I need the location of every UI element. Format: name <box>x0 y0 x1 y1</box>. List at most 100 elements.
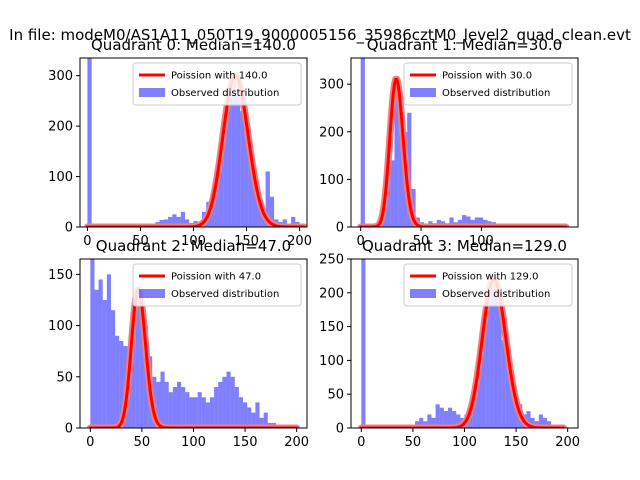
histogram-bar <box>470 219 475 227</box>
histogram-bar <box>185 392 190 428</box>
legend-hist-label: Observed distribution <box>171 88 279 99</box>
x-tick-label: 0 <box>357 435 365 450</box>
y-tick-label: 0 <box>336 221 344 236</box>
histogram-bar <box>251 412 256 428</box>
histogram-bar <box>197 392 202 428</box>
histogram-bar <box>538 414 543 428</box>
x-tick-label: 100 <box>181 234 206 249</box>
y-tick-label: 0 <box>65 422 73 437</box>
histogram-bar <box>247 407 252 428</box>
histogram-bar <box>497 299 502 428</box>
x-tick-label: 50 <box>134 435 151 450</box>
histogram-bar <box>361 259 366 428</box>
x-tick-label: 50 <box>132 234 149 249</box>
histogram-bar <box>474 217 479 227</box>
histogram-bar <box>163 219 169 227</box>
legend: Poission with 129.0 Observed distribution <box>403 263 573 307</box>
y-tick-label: 150 <box>319 320 344 335</box>
poisson-curve <box>359 277 566 428</box>
poisson-curve <box>359 77 568 227</box>
x-tick-label: 100 <box>452 435 477 450</box>
histogram-bar <box>452 411 457 428</box>
x-tick-label: 100 <box>469 234 494 249</box>
legend-hist-label: Observed distribution <box>442 289 550 300</box>
figure-title: In file: modeM0/AS1A11_050T19_9000005156… <box>9 26 631 45</box>
histogram-bar <box>238 397 244 428</box>
x-tick-label: 100 <box>181 435 206 450</box>
histogram-bar <box>456 414 461 428</box>
y-tick-label: 200 <box>48 120 73 135</box>
plot-area <box>83 58 307 227</box>
histogram-bar <box>164 381 169 428</box>
legend-curve-label: Poission with 140.0 <box>171 71 267 82</box>
histogram-bar <box>419 417 424 428</box>
histogram-bar <box>476 367 482 428</box>
subplot-quadrant-1: Quadrant 1: Median=30.0 0 50 100 0 100 200 300 P… <box>319 36 579 249</box>
histogram-bar <box>257 201 262 227</box>
histogram-bar <box>447 407 453 428</box>
histogram-bar <box>156 381 161 428</box>
histogram-bar <box>218 381 223 428</box>
legend-box <box>132 62 302 106</box>
poisson-curve <box>88 288 299 428</box>
histogram-bar <box>398 110 403 227</box>
histogram-bar <box>530 417 535 428</box>
x-tick-label: 200 <box>284 435 309 450</box>
histogram-bar <box>390 160 395 227</box>
histogram-bar <box>443 411 448 428</box>
legend-hist-swatch <box>139 289 165 298</box>
histogram-bar <box>360 58 365 227</box>
subplot-title: Quadrant 1: Median=30.0 <box>367 36 562 54</box>
legend-curve-label: Poission with 129.0 <box>442 272 538 283</box>
histogram-bar <box>478 217 484 227</box>
histogram-bar <box>436 219 441 227</box>
histogram-bar <box>168 216 173 227</box>
histogram-bar <box>231 75 236 227</box>
legend: Poission with 30.0 Observed distribution <box>403 62 573 106</box>
legend-curve-label: Poission with 47.0 <box>171 272 261 283</box>
y-tick-label: 200 <box>319 125 344 140</box>
histogram-bar <box>248 156 253 227</box>
histogram-bar <box>172 214 177 227</box>
histogram-bar <box>489 279 494 428</box>
histogram-bar <box>227 95 232 227</box>
histogram-bar <box>189 397 194 428</box>
histogram-bar <box>462 215 467 227</box>
histogram-bar <box>115 335 120 428</box>
histogram-bar <box>472 387 477 428</box>
histogram-bar <box>493 292 498 428</box>
x-tick-label: 50 <box>405 435 422 450</box>
histogram-bar <box>176 216 181 227</box>
histogram-bar <box>94 289 99 428</box>
y-tick-label: 200 <box>319 286 344 301</box>
histogram-bar <box>210 397 215 428</box>
x-tick-label: 150 <box>504 435 529 450</box>
subplot-title: Quadrant 2: Median=47.0 <box>96 237 291 255</box>
histogram-bar <box>505 360 510 428</box>
subplot-quadrant-0: Quadrant 0: Median=140.0 0 50 100 150 200 0 100… <box>48 36 312 249</box>
histogram-bar <box>205 402 211 428</box>
histogram-bar <box>485 313 490 428</box>
histogram-bar <box>131 305 136 428</box>
histogram-bar <box>214 181 219 227</box>
histogram-bar <box>240 110 245 227</box>
histogram-bar <box>514 400 519 428</box>
y-tick-label: 100 <box>319 354 344 369</box>
y-tick-label: 300 <box>48 69 73 84</box>
histogram-bar <box>102 299 107 428</box>
histogram-bar <box>139 294 144 428</box>
histogram-bar <box>244 116 249 227</box>
histogram-bar <box>218 161 224 227</box>
histogram-bar <box>181 387 186 428</box>
histogram-bar <box>226 371 231 428</box>
histogram-bar <box>291 216 296 227</box>
histogram-bar <box>259 417 264 428</box>
x-tick-label: 200 <box>287 234 312 249</box>
y-tick-label: 150 <box>48 268 73 283</box>
histogram-bar <box>457 219 463 227</box>
histogram-bar <box>87 58 92 227</box>
x-tick-label: 200 <box>555 435 580 450</box>
subplot-title: Quadrant 3: Median=129.0 <box>362 237 567 255</box>
histogram-bar <box>466 216 471 227</box>
